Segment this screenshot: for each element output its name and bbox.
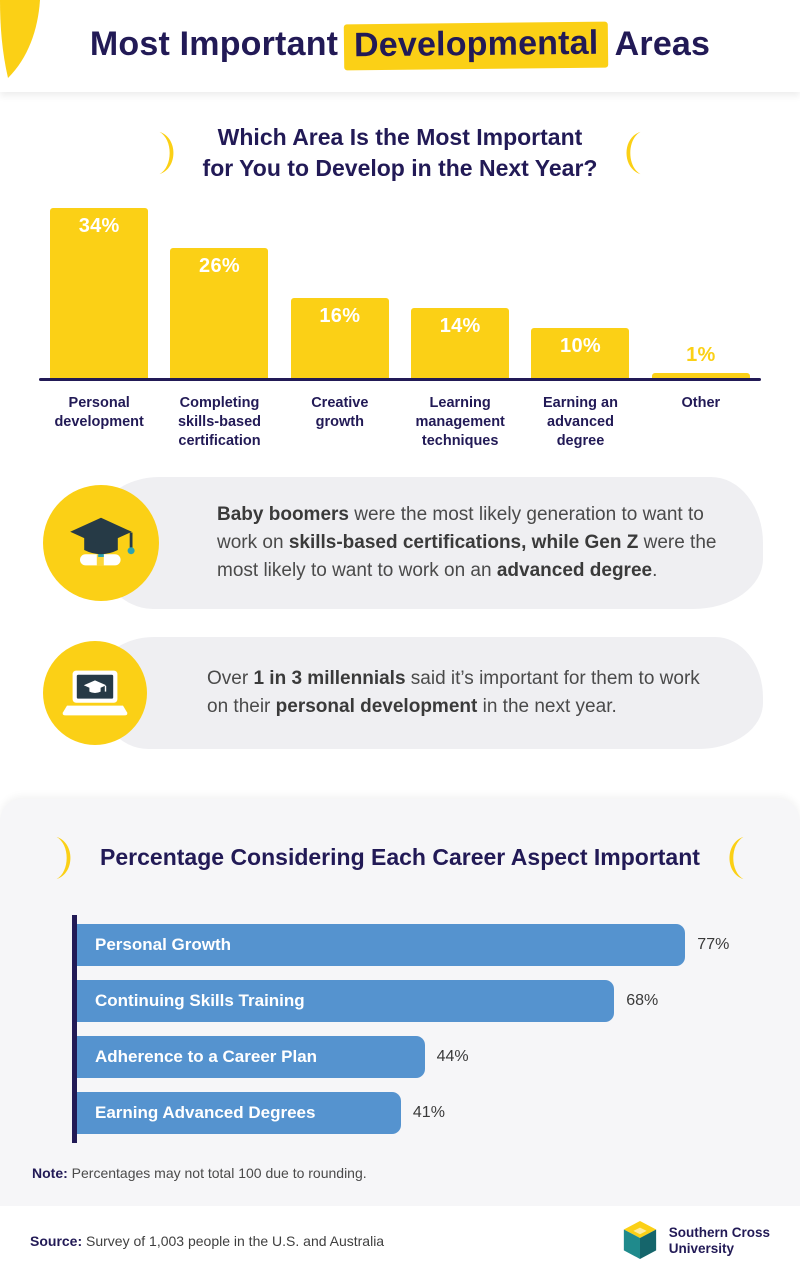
corner-accent-shape — [0, 0, 40, 78]
bar-category-label: Learning management techniques — [415, 395, 505, 449]
logo-line1: Southern Cross — [668, 1225, 770, 1241]
university-logo: Southern Cross University — [621, 1220, 770, 1262]
vertical-bar-chart: 34% 26% 16% 14% 10% 1% Personal development Co… — [39, 198, 761, 451]
callout1-seg1: were the most likely generation to want … — [217, 503, 704, 553]
bar-value-label: 14% — [439, 315, 481, 338]
chart-row: Continuing Skills Training 68% — [77, 979, 768, 1022]
bar-value-label: 44% — [436, 1047, 469, 1065]
callout2-seg2: said it’s important for them to work on … — [207, 667, 700, 717]
page-title-suffix: Areas — [614, 25, 711, 63]
chart1-title-line2: for You to Develop in the Next Year? — [202, 155, 598, 182]
bar-value-label: 26% — [199, 255, 240, 278]
chart1-title-row: Which Area Is the Most Important for You… — [0, 122, 800, 184]
bar-value-label: 68% — [626, 991, 659, 1009]
graduation-cap-icon — [43, 484, 159, 601]
callout-baby-boomers: Baby boomers were the most likely genera… — [37, 476, 763, 609]
chart1-title-line1: Which Area Is the Most Important — [217, 124, 583, 150]
bar-value-label: 41% — [412, 1103, 445, 1121]
source-body: Survey of 1,003 people in the U.S. and A… — [82, 1232, 385, 1249]
horizontal-bar: Continuing Skills Training — [77, 979, 615, 1022]
vertical-bar: 34% — [50, 208, 149, 379]
chart-column: 1% — [641, 198, 761, 379]
bar-category-label: Personal development — [54, 395, 144, 430]
crescent-right-icon — [621, 130, 643, 176]
page-title: Most Important Developmental Areas — [89, 21, 711, 71]
bar-value-label: 77% — [697, 935, 730, 953]
callout1-seg0: Baby boomers — [217, 503, 349, 525]
horizontal-bar: Personal Growth — [77, 923, 686, 966]
source-text: Source: Survey of 1,003 people in the U.… — [30, 1233, 384, 1249]
callout1-seg5: . — [652, 559, 658, 581]
chart-column: 10% — [520, 198, 640, 379]
horizontal-bar-chart: Personal Growth 77% Continuing Skills Trai… — [72, 914, 768, 1143]
callout-millennials: Over 1 in 3 millennials said it’s import… — [37, 636, 763, 749]
university-logo-icon — [621, 1220, 659, 1262]
bar-value-label: 1% — [686, 344, 716, 367]
chart-row: Personal Growth 77% — [77, 923, 768, 966]
source-label: Source: — [30, 1232, 83, 1249]
callout2-seg1: 1 in 3 millennials — [253, 667, 406, 689]
horizontal-bar: Earning Advanced Degrees — [77, 1091, 401, 1134]
vertical-bar: 16% — [290, 298, 389, 379]
bar-value-label: 34% — [78, 215, 120, 238]
crescent-left-icon — [54, 835, 76, 881]
horizontal-bar: Adherence to a Career Plan — [77, 1035, 425, 1078]
university-logo-text: Southern Cross University — [669, 1225, 770, 1257]
page-title-highlight: Developmental — [343, 21, 609, 71]
callout-text: Baby boomers were the most likely genera… — [95, 476, 763, 609]
header: Most Important Developmental Areas — [0, 0, 800, 92]
vertical-bar: 14% — [411, 308, 510, 379]
bar-value-label: 10% — [560, 335, 601, 358]
chart1-axis-line — [39, 378, 761, 382]
callout-text: Over 1 in 3 millennials said it’s import… — [95, 636, 763, 749]
laptop-graduation-icon — [43, 640, 147, 745]
chart1-labels: Personal development Completing skills-ba… — [39, 394, 761, 451]
crescent-right-icon — [724, 835, 746, 881]
bar-category-label: Personal Growth — [95, 934, 232, 954]
bar-category-label: Adherence to a Career Plan — [95, 1046, 318, 1066]
chart1-bars: 34% 26% 16% 14% 10% 1% — [39, 198, 761, 379]
bar-category-label: Earning an advanced degree — [543, 395, 618, 449]
note-text: Percentages may not total 100 due to rou… — [67, 1164, 367, 1181]
chart2-title-row: Percentage Considering Each Career Aspec… — [32, 835, 768, 881]
bar-category-label: Completing skills-based certification — [177, 395, 261, 449]
callout2-seg0: Over — [207, 667, 254, 689]
page-title-prefix: Most Important — [89, 25, 339, 63]
note: Note: Percentages may not total 100 due … — [32, 1165, 768, 1181]
chart-row: Adherence to a Career Plan 44% — [77, 1035, 768, 1078]
career-aspects-section: Percentage Considering Each Career Aspec… — [0, 798, 800, 1206]
logo-line2: University — [668, 1240, 735, 1256]
chart-row: Earning Advanced Degrees 41% — [77, 1091, 768, 1134]
vertical-bar: 1% — [651, 344, 750, 379]
callout1-seg3: were the most likely to want to work on … — [217, 531, 717, 581]
vertical-bar: 10% — [531, 328, 630, 379]
callout1-seg2: skills-based certifications, while Gen Z — [288, 531, 639, 553]
note-label: Note: — [32, 1164, 68, 1181]
callout2-seg3: personal development — [275, 695, 478, 717]
chart-column: 14% — [400, 198, 520, 379]
bar-category-label: Other — [681, 395, 721, 412]
chart2-title: Percentage Considering Each Career Aspec… — [100, 844, 700, 871]
bar-category-label: Creative growth — [311, 395, 369, 430]
bar-category-label: Earning Advanced Degrees — [95, 1102, 316, 1122]
chart2-rows: Personal Growth 77% Continuing Skills Trai… — [77, 923, 768, 1134]
crescent-left-icon — [157, 130, 179, 176]
chart1-title: Which Area Is the Most Important for You… — [203, 122, 598, 184]
footer: Source: Survey of 1,003 people in the U.… — [0, 1205, 800, 1275]
vertical-bar: 26% — [170, 248, 269, 379]
bar-category-label: Continuing Skills Training — [95, 990, 305, 1010]
chart-column: 26% — [159, 198, 279, 379]
chart-column: 16% — [280, 198, 400, 379]
chart-column: 34% — [39, 198, 159, 379]
callout1-seg4: advanced degree — [496, 559, 653, 581]
callout2-seg4: in the next year. — [477, 695, 617, 717]
bar-value-label: 16% — [319, 305, 361, 328]
